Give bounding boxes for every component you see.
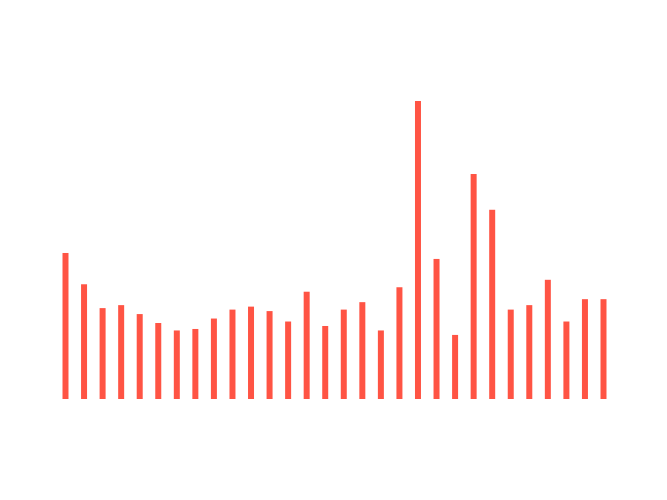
bar-15 [322,325,329,399]
bar-29 [581,299,588,399]
bar-2 [81,284,88,399]
bar-18 [377,330,384,399]
bar-14 [303,291,310,399]
bar-17 [359,302,366,399]
bar-25 [507,309,514,399]
bar-27 [544,279,551,399]
bar-10 [229,309,236,399]
bar-9 [210,318,217,399]
bar-4 [118,305,125,399]
bar-20 [414,101,421,399]
bars-group [62,101,607,399]
bar-7 [173,330,180,399]
bar-12 [266,311,273,399]
bar-5 [136,314,143,399]
bar-21 [433,258,440,399]
bar-22 [452,334,459,399]
bar-8 [192,328,199,399]
bar-19 [396,287,403,399]
bar-6 [155,323,162,399]
bar-1 [62,252,69,399]
bar-24 [489,209,496,399]
bar-16 [340,309,347,399]
bar-3 [99,308,106,399]
bar-23 [470,174,477,399]
bar-11 [248,306,255,399]
bar-30 [600,299,607,399]
bar-13 [285,321,292,399]
bar-26 [526,305,533,399]
bar-28 [563,321,570,399]
